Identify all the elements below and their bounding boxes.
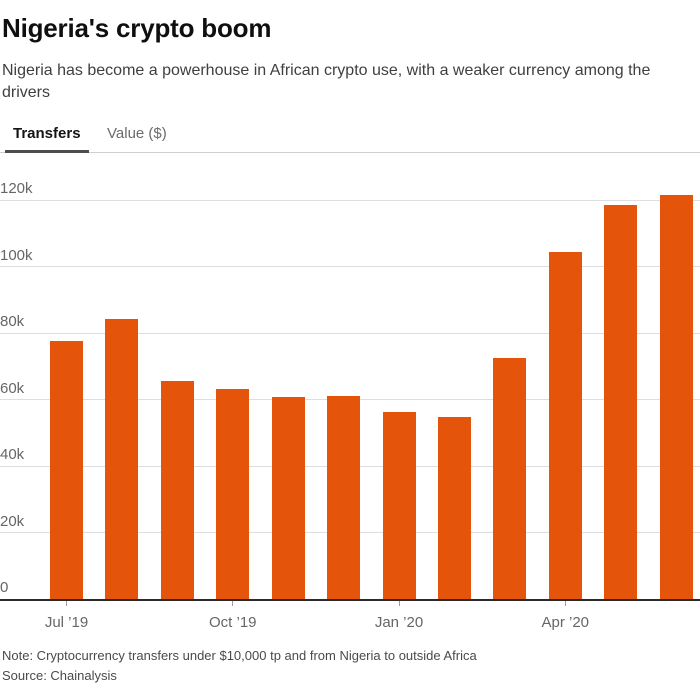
bar	[271, 397, 305, 599]
bar	[548, 251, 582, 599]
x-axis-label: Oct ’19	[208, 614, 257, 631]
chart-note: Note: Cryptocurrency transfers under $10…	[2, 648, 477, 663]
x-axis-label: Jan ’20	[374, 614, 424, 631]
bar	[659, 195, 693, 599]
tab-bar: Transfers Value ($)	[0, 120, 700, 153]
x-axis-tick	[66, 601, 67, 606]
page-subtitle: Nigeria has become a powerhouse in Afric…	[2, 62, 651, 101]
x-axis-label: Apr ’20	[541, 614, 590, 631]
tab-transfers[interactable]: Transfers	[5, 120, 89, 153]
bar	[437, 416, 471, 599]
x-axis-label: Jul ’19	[44, 614, 89, 631]
y-axis-label: 120k	[0, 180, 33, 197]
x-axis-tick	[398, 601, 400, 606]
bar-chart: 0 20k 40k 60k 80k 100k 120k Jul ’19 Oct ’19 Jan ’…	[0, 153, 700, 633]
gridline	[0, 266, 700, 267]
tab-bar-divider	[0, 152, 700, 153]
y-axis-label: 60k	[0, 379, 25, 397]
bar	[327, 395, 361, 599]
y-axis-label: 20k	[0, 512, 25, 530]
header: Nigeria's crypto boom Nigeria has become…	[0, 0, 700, 104]
gridline	[0, 332, 700, 334]
footer: Note: Cryptocurrency transfers under $10…	[0, 646, 700, 686]
y-axis-label: 80k	[0, 313, 25, 330]
chart-source: Source: Chainalysis	[2, 668, 117, 683]
x-axis-line	[0, 599, 700, 601]
y-axis-label: 40k	[0, 446, 25, 463]
bar	[493, 357, 527, 599]
y-axis-label: 0	[0, 579, 9, 596]
bar	[50, 341, 83, 599]
bar	[160, 380, 194, 599]
page-title: Nigeria's crypto boom	[2, 13, 272, 43]
y-axis-label: 100k	[0, 246, 33, 264]
gridline	[0, 199, 700, 201]
bar	[604, 204, 638, 599]
x-axis-tick	[564, 601, 566, 606]
x-axis-tick	[232, 601, 234, 606]
bar	[105, 318, 139, 599]
bar	[382, 411, 416, 599]
tab-value[interactable]: Value ($)	[107, 125, 167, 142]
bar	[216, 388, 250, 599]
